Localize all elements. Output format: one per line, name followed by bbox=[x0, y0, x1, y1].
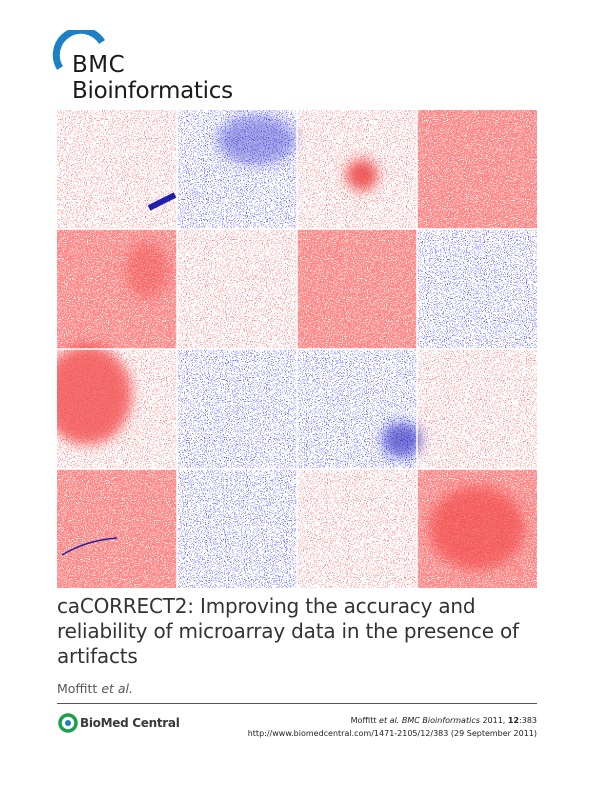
cite-journal: BMC Bioinformatics bbox=[401, 716, 480, 725]
artifact-streak bbox=[147, 192, 177, 211]
cite-author: Moffitt bbox=[350, 716, 377, 725]
journal-name: Bioinformatics bbox=[72, 78, 233, 104]
artifact-scratch bbox=[61, 537, 118, 556]
author: Moffitt bbox=[57, 681, 98, 696]
cite-etal: et al. bbox=[379, 716, 400, 725]
brand-arc bbox=[52, 30, 105, 70]
cite-year: 2011, bbox=[482, 716, 506, 725]
tile-grid bbox=[57, 110, 537, 588]
article-title: caCORRECT2: Improving the accuracy and r… bbox=[57, 594, 519, 668]
citation: Moffitt et al. BMC Bioinformatics 2011, … bbox=[351, 716, 537, 725]
rule bbox=[57, 703, 537, 704]
cover-image bbox=[57, 110, 537, 588]
authors: Moffitt et al. bbox=[57, 681, 133, 696]
et-al: et al. bbox=[101, 681, 133, 696]
artifacts bbox=[57, 115, 525, 570]
url: http://www.biomedcentral.com/1471-2105/1… bbox=[247, 729, 537, 738]
cite-article: :383 bbox=[519, 716, 537, 725]
brand: BMC bbox=[72, 52, 126, 78]
publisher: BioMed Central bbox=[80, 716, 180, 730]
publisher-logo bbox=[58, 713, 78, 733]
cite-volume: 12 bbox=[507, 716, 520, 725]
